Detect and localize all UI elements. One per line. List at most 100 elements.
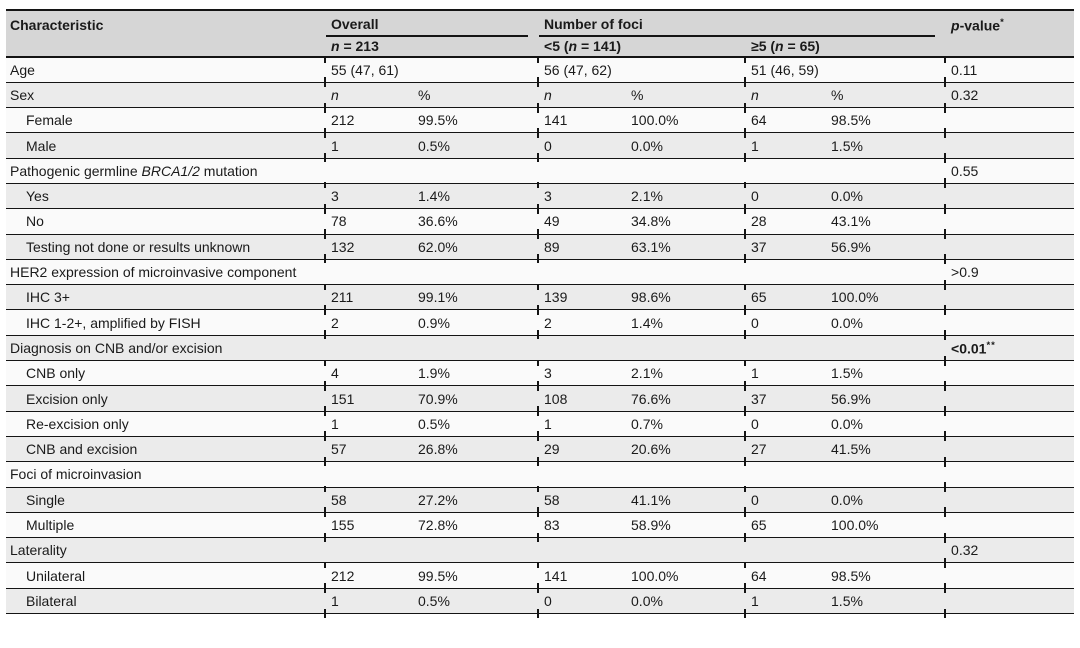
cell: 62.0%: [412, 234, 539, 260]
cell: 65: [744, 283, 826, 314]
cell: 51 (46, 59): [744, 55, 946, 86]
cell: 1: [744, 359, 826, 390]
pvalue-cell: [944, 283, 1075, 314]
row-label: Sex: [6, 82, 325, 109]
section-row: Pathogenic germline BRCA1/2 mutation 0.55: [6, 156, 1075, 188]
pvalue-footnote-marker: **: [986, 339, 996, 351]
pvalue-cell: [944, 232, 1075, 264]
label-segment: Laterality: [10, 542, 67, 559]
table-row: IHC 3+ 211 99.1% 139 98.6% 65 100.0%: [6, 283, 1075, 314]
pvalue-text: 0.55: [951, 162, 979, 179]
cell: 1.5%: [825, 588, 946, 615]
cell: 3: [324, 181, 412, 213]
cell: 20.6%: [625, 436, 746, 463]
table-row: Unilateral 212 99.5% 141 100.0% 64 98.5%: [6, 561, 1075, 593]
row-label: IHC 3+: [6, 284, 325, 311]
cell: 99.1%: [412, 284, 539, 311]
cell: 1.9%: [412, 360, 539, 387]
col-header-pvalue: p-value*: [945, 10, 1075, 58]
lt5-label-rest: = 141): [577, 38, 622, 54]
cell: 0: [744, 181, 826, 213]
table-row: Female 212 99.5% 141 100.0% 64 98.5%: [6, 106, 1075, 137]
cell: 212: [324, 561, 412, 593]
table-row: IHC 1-2+, amplified by FISH 2 0.9% 2 1.4% 0 0.…: [6, 308, 1075, 340]
label-segment: Diagnosis on CNB and/or excision: [10, 339, 223, 356]
pvalue-cell: [944, 181, 1075, 213]
pvalue-cell: [944, 131, 1075, 163]
pvalue-cell: [944, 586, 1075, 618]
pvalue-footnote-marker: *: [1000, 17, 1005, 28]
cell: 78: [324, 207, 412, 238]
n-italic-label: n: [331, 38, 340, 54]
row-label: Male: [6, 132, 325, 159]
cell: 141: [537, 561, 626, 593]
cell: 211: [324, 283, 412, 314]
cell: 141: [537, 106, 626, 137]
cell: 3: [537, 359, 626, 390]
cell: 3: [537, 181, 626, 213]
col-header-characteristic: Characteristic: [6, 10, 325, 58]
row-label: Yes: [6, 183, 325, 210]
table-header: Characteristic Overall Number of foci p-…: [6, 10, 1075, 58]
cell: 37: [744, 232, 826, 264]
table-row: Sex n% n% n% 0.32: [6, 80, 1075, 112]
cell: 99.5%: [412, 107, 539, 134]
cell: 98.6%: [625, 284, 746, 311]
pvalue-text: 0.11: [951, 61, 978, 78]
cell: 64: [744, 106, 826, 137]
patient-characteristics-table: Characteristic Overall Number of foci p-…: [6, 9, 1075, 618]
cell: 100.0%: [825, 512, 946, 539]
cell: 98.5%: [825, 562, 946, 589]
row-label: Re-excision only: [6, 411, 325, 437]
cell: 72.8%: [412, 512, 539, 539]
label-segment: IHC 1-2+, amplified by FISH: [26, 314, 201, 331]
n-italic-label: n: [568, 38, 578, 54]
pvalue-cell: <0.01**: [944, 333, 1075, 365]
table-row: Single 58 27.2% 58 41.1% 0 0.0%: [6, 485, 1075, 517]
cell: 0.7%: [625, 411, 746, 437]
cell: 1: [324, 409, 412, 441]
cell: 99.5%: [412, 562, 539, 589]
cell: 63.1%: [625, 234, 746, 260]
n-italic-label: n: [775, 38, 784, 54]
cell: 1.5%: [825, 132, 946, 159]
cell: 76.6%: [625, 385, 746, 412]
pvalue-cell: [944, 485, 1075, 517]
cell: 151: [324, 384, 412, 415]
cell: 0: [744, 409, 826, 441]
cell: 1: [537, 409, 626, 441]
col-header-overall-n: n = 213: [325, 36, 539, 58]
row-label: Laterality: [6, 537, 946, 564]
cell: %: [412, 82, 539, 109]
cell: 132: [324, 232, 412, 264]
label-segment: Multiple: [26, 516, 75, 533]
pvalue-cell: 0.32: [944, 536, 1075, 567]
cell: 0.0%: [825, 183, 946, 210]
cell: 83: [537, 510, 626, 542]
row-label: Unilateral: [6, 562, 325, 589]
cell: n: [537, 80, 626, 112]
label-segment: Sex: [10, 86, 35, 103]
cell: %: [825, 82, 946, 109]
row-label: Excision only: [6, 385, 325, 412]
cell: 49: [537, 207, 626, 238]
pvalue-cell: 0.55: [944, 156, 1075, 188]
pvalue-cell: [944, 308, 1075, 340]
col-header-number-of-foci: Number of foci: [538, 10, 946, 36]
cell: n: [744, 80, 826, 112]
cell: 26.8%: [412, 436, 539, 463]
col-header-ge5: ≥5 (n = 65): [745, 36, 946, 58]
row-label: CNB and excision: [6, 436, 325, 463]
row-label: Testing not done or results unknown: [6, 234, 325, 260]
pvalue-cell: [944, 207, 1075, 238]
section-row: HER2 expression of microinvasive compone…: [6, 257, 1075, 289]
cell: 0: [537, 586, 626, 618]
row-label: Age: [6, 57, 325, 83]
section-row: Foci of microinvasion: [6, 460, 1075, 491]
cell: 56 (47, 62): [537, 55, 746, 86]
header-row-subgroups: n = 213 <5 (n = 141) ≥5 (n = 65): [6, 36, 1074, 58]
table-row: CNB and excision 57 26.8% 29 20.6% 27 41.5%: [6, 434, 1075, 466]
cell: 108: [537, 384, 626, 415]
cell: 0.0%: [825, 309, 946, 336]
label-segment: Excision only: [26, 390, 108, 407]
